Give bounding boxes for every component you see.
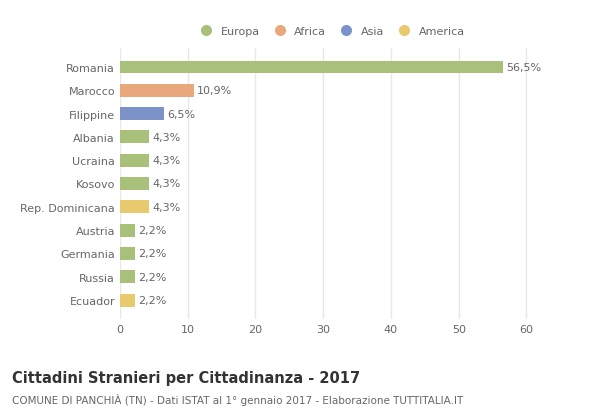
Text: 4,3%: 4,3% — [152, 202, 181, 212]
Text: Cittadini Stranieri per Cittadinanza - 2017: Cittadini Stranieri per Cittadinanza - 2… — [12, 370, 360, 385]
Text: 2,2%: 2,2% — [138, 249, 167, 259]
Text: 56,5%: 56,5% — [506, 63, 541, 73]
Legend: Europa, Africa, Asia, America: Europa, Africa, Asia, America — [191, 22, 469, 41]
Text: 2,2%: 2,2% — [138, 295, 167, 306]
Bar — [120, 271, 135, 283]
Bar — [120, 108, 164, 121]
Text: 4,3%: 4,3% — [152, 133, 181, 142]
Text: 6,5%: 6,5% — [167, 109, 196, 119]
Bar — [120, 224, 135, 237]
Text: 10,9%: 10,9% — [197, 86, 232, 96]
Bar — [120, 294, 135, 307]
Bar — [120, 247, 135, 260]
Text: 2,2%: 2,2% — [138, 226, 167, 236]
Text: COMUNE DI PANCHIÀ (TN) - Dati ISTAT al 1° gennaio 2017 - Elaborazione TUTTITALIA: COMUNE DI PANCHIÀ (TN) - Dati ISTAT al 1… — [12, 393, 463, 405]
Bar — [120, 178, 149, 191]
Text: 4,3%: 4,3% — [152, 179, 181, 189]
Bar — [120, 131, 149, 144]
Bar — [120, 154, 149, 167]
Bar — [120, 201, 149, 214]
Bar — [120, 61, 503, 74]
Text: 2,2%: 2,2% — [138, 272, 167, 282]
Text: 4,3%: 4,3% — [152, 156, 181, 166]
Bar — [120, 85, 194, 97]
